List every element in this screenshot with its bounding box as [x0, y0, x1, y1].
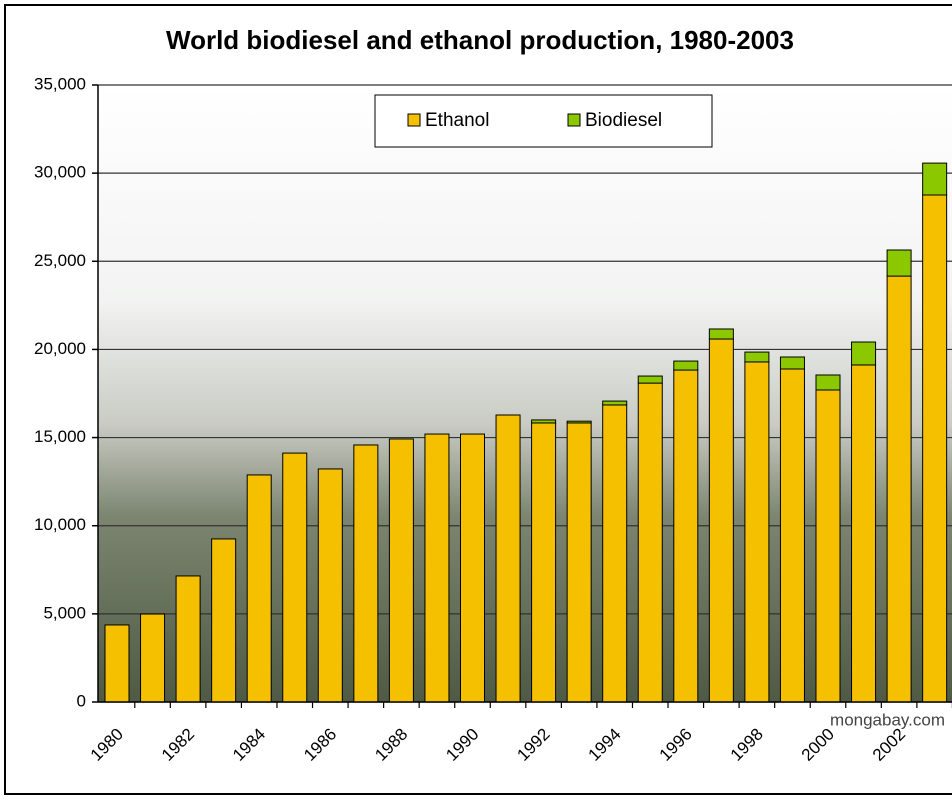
bar-segment — [353, 444, 379, 703]
bar-segment — [815, 389, 841, 703]
bar-segment — [388, 438, 414, 703]
bar-segment — [602, 400, 628, 406]
bar-segment — [424, 433, 450, 703]
y-tick-label: 10,000 — [34, 515, 86, 534]
legend-label: Biodiesel — [585, 110, 662, 131]
bar-segment — [175, 575, 201, 703]
bar-segment — [922, 194, 948, 703]
bar-segment — [708, 328, 734, 340]
bar-segment — [637, 375, 663, 384]
bar-segment — [886, 249, 912, 277]
bar-segment — [779, 368, 805, 703]
y-tick-label: 25,000 — [34, 251, 86, 270]
plot-background — [98, 85, 952, 702]
bar-segment — [460, 433, 485, 703]
legend-box — [374, 94, 713, 148]
legend-swatch — [567, 113, 581, 127]
legend-swatch — [407, 113, 421, 127]
bar-segment — [744, 361, 770, 703]
bar-segment — [851, 341, 877, 366]
frame — [4, 4, 952, 795]
bar-segment — [531, 422, 557, 703]
bars — [104, 162, 948, 703]
bar-segment — [140, 613, 166, 703]
bar-segment — [317, 468, 343, 703]
bar-segment — [744, 351, 770, 363]
legend: Ethanol Biodiesel — [374, 94, 713, 148]
bar-segment — [708, 338, 734, 703]
bar-segment — [104, 624, 130, 703]
bar-segment — [531, 419, 557, 424]
bar-segment — [673, 360, 699, 371]
bar-segment — [246, 474, 272, 703]
bar-segment — [495, 414, 521, 703]
bar-segment — [637, 382, 663, 703]
bar-segment — [886, 275, 912, 703]
bar-segment — [779, 356, 805, 370]
bar-segment — [851, 364, 877, 703]
y-tick-label: 5,000 — [43, 603, 86, 622]
grid — [98, 84, 952, 703]
legend-label: Ethanol — [425, 110, 489, 131]
y-tick-label: 0 — [77, 691, 86, 710]
bar-segment — [566, 422, 592, 703]
bar-segment — [566, 420, 592, 424]
y-tick-label: 35,000 — [34, 74, 86, 93]
chart-title: World biodiesel and ethanol production, … — [166, 25, 794, 55]
bar-segment — [211, 538, 237, 703]
y-tick-label: 30,000 — [34, 163, 86, 182]
bar-segment — [922, 162, 948, 196]
bar-segment — [282, 452, 308, 703]
credit: mongabay.com — [830, 710, 945, 729]
bar-segment — [602, 404, 628, 703]
y-tick-label: 15,000 — [34, 427, 86, 446]
bar-segment — [815, 374, 841, 391]
y-tick-label: 20,000 — [34, 339, 86, 358]
bar-segment — [673, 369, 699, 703]
